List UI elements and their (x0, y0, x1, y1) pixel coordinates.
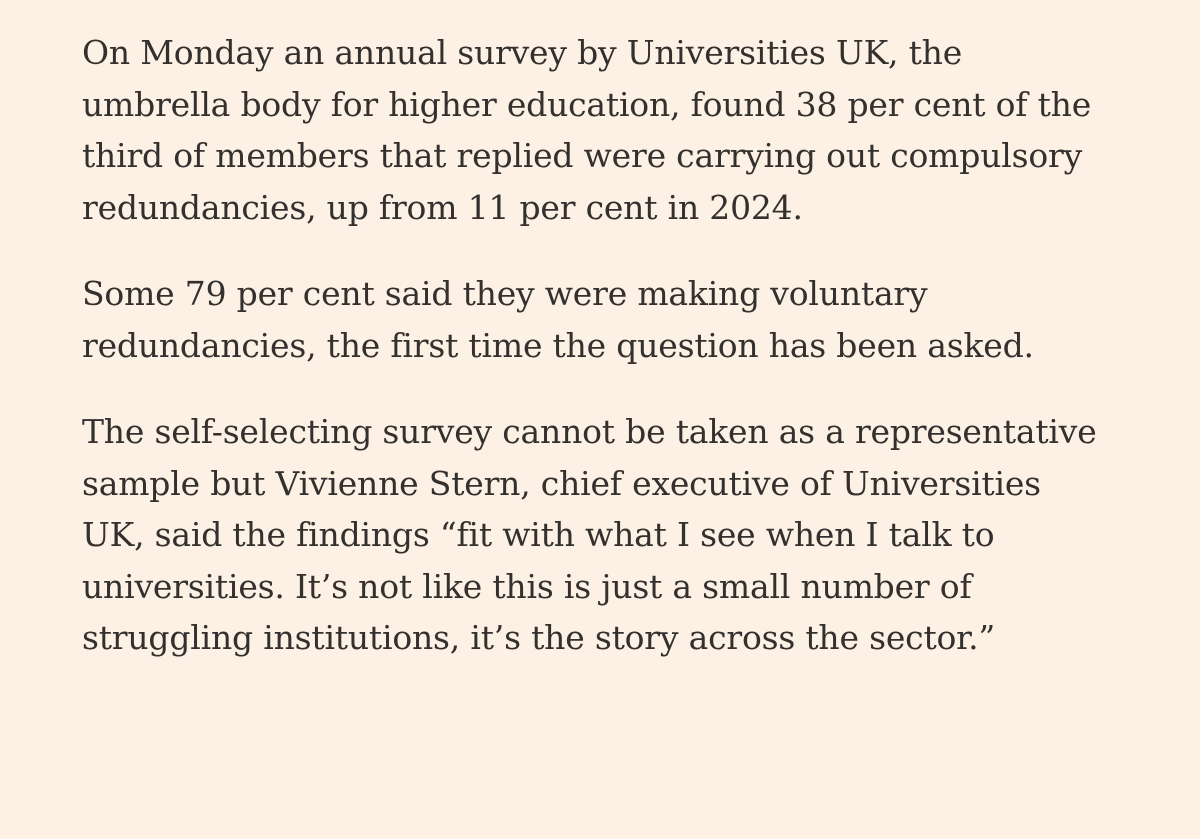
paragraph-line: struggling institutions, it’s the story … (82, 618, 996, 657)
paragraph-line: On Monday an annual survey by Universiti… (82, 33, 963, 72)
paragraph-line: redundancies, up from 11 per cent in 202… (82, 187, 803, 227)
paragraph-voluntary-redundancies: Some 79 per cent said they were making v… (82, 268, 1160, 371)
paragraph-vivienne-stern-quote: The self-selecting survey cannot be take… (82, 406, 1160, 664)
paragraph-line: The self-selecting survey cannot be take… (82, 412, 1097, 451)
paragraph-line: universities. It’s not like this is just… (82, 566, 972, 606)
paragraph-line: third of members that replied were carry… (82, 136, 1083, 175)
paragraph-line: sample but Vivienne Stern, chief executi… (82, 463, 1041, 503)
paragraph-line: Some 79 per cent said they were making v… (82, 274, 928, 313)
paragraph-line: redundancies, the first time the questio… (82, 325, 1034, 365)
paragraph-line: umbrella body for higher education, foun… (82, 84, 1092, 124)
paragraph-compulsory-redundancies: On Monday an annual survey by Universiti… (82, 27, 1160, 233)
paragraph-line: UK, said the findings “fit with what I s… (82, 515, 995, 554)
